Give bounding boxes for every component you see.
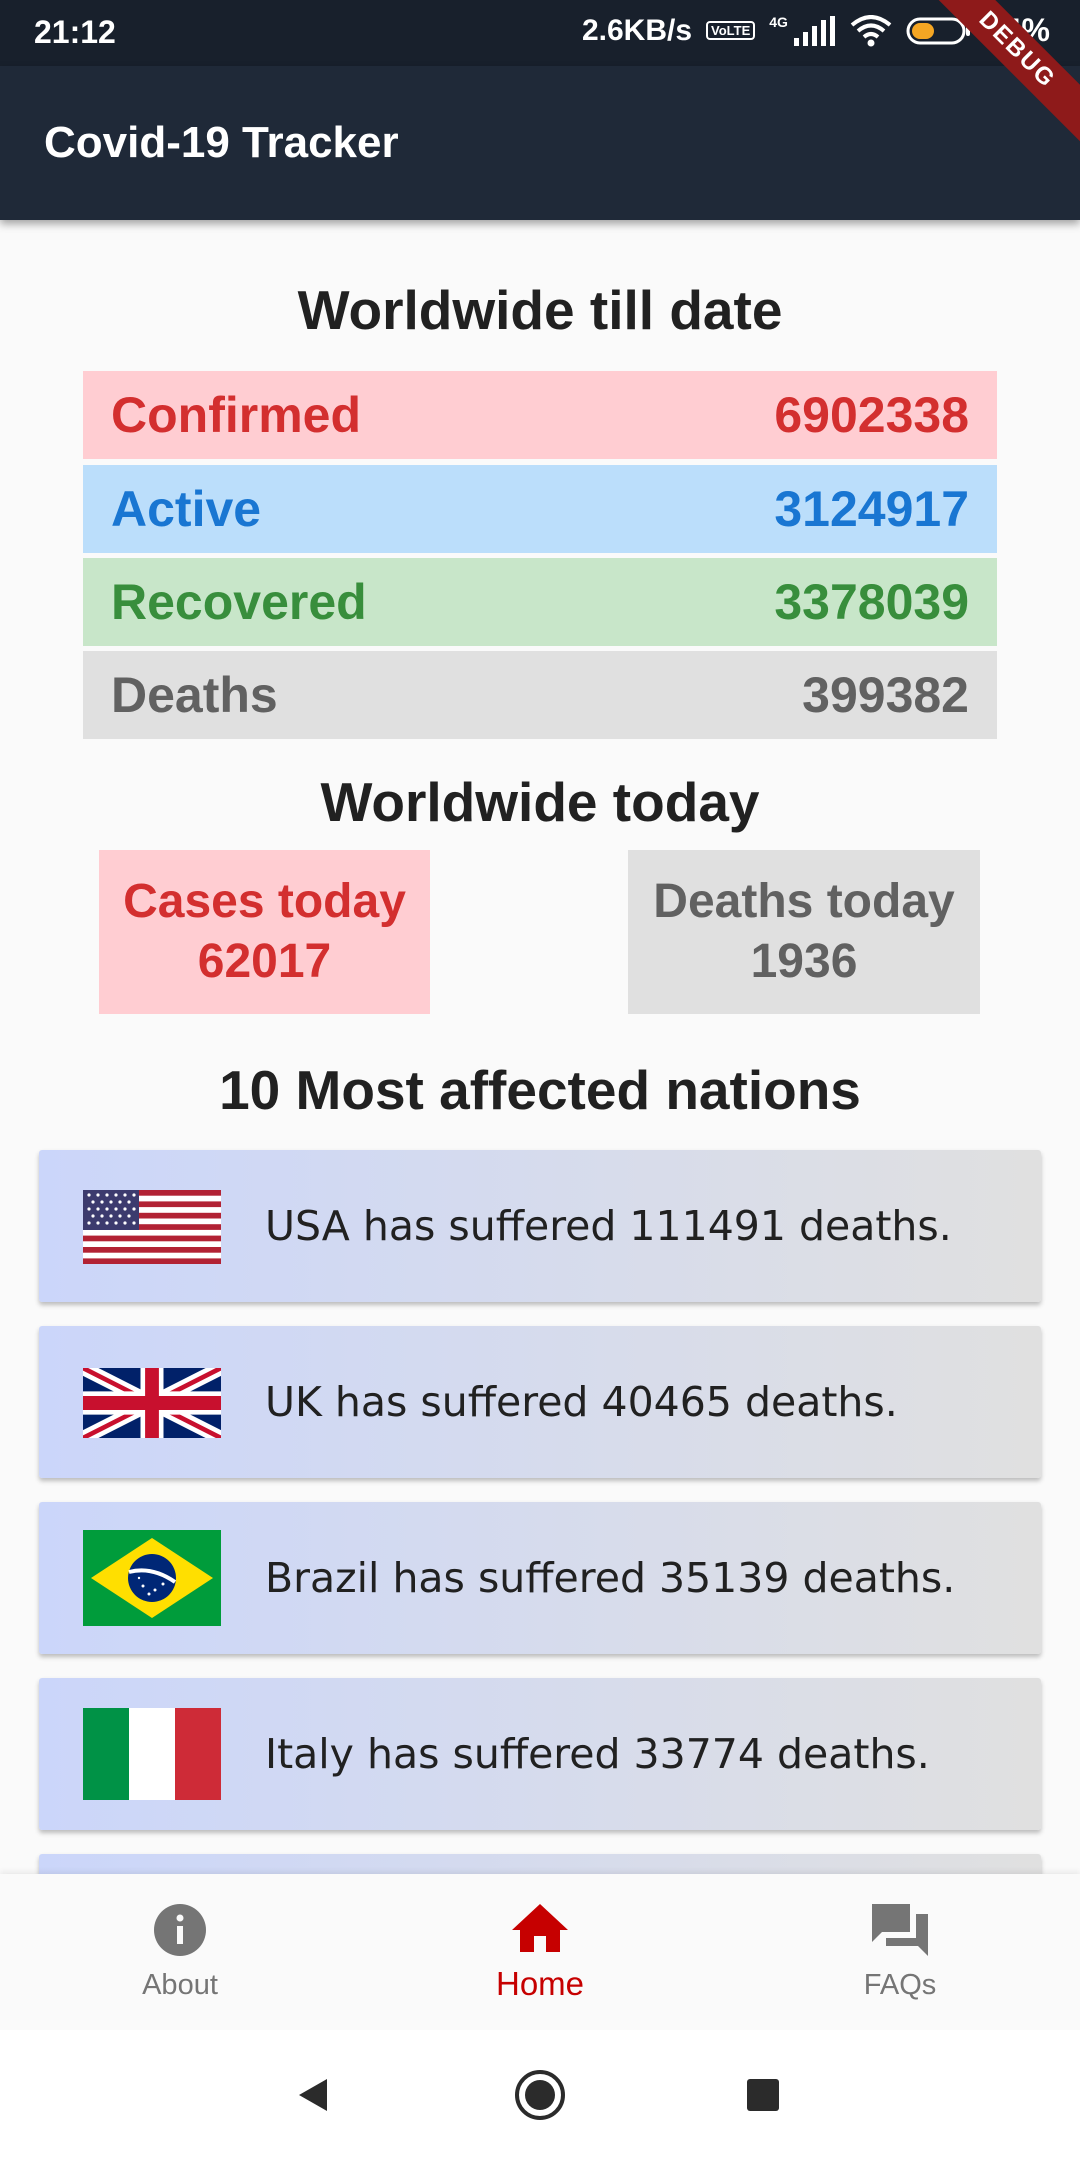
app-title: Covid-19 Tracker: [44, 118, 399, 167]
italy-flag-icon: [83, 1708, 221, 1800]
nav-home-label: Home: [495, 1964, 585, 2002]
nation-card-uk[interactable]: UK has suffered 40465 deaths.: [39, 1326, 1041, 1478]
system-navigation-bar: [0, 2030, 1080, 2160]
back-icon[interactable]: [278, 2060, 348, 2130]
recovered-value: 3378039: [774, 574, 969, 630]
nation-text-brazil: Brazil has suffered 35139 deaths.: [265, 1554, 956, 1602]
active-row: Active 3124917: [83, 465, 997, 553]
recovered-label: Recovered: [111, 574, 367, 630]
today-title: Worldwide today: [320, 771, 760, 833]
deaths-label: Deaths: [111, 667, 278, 723]
nav-home[interactable]: Home: [360, 1874, 720, 2030]
home-content[interactable]: Worldwide till date Confirmed 6902338 Ac…: [0, 220, 1080, 1874]
app-bar: Covid-19 Tracker: [0, 66, 1080, 220]
nav-about[interactable]: About: [0, 1874, 360, 2030]
deaths-today-value: 1936: [750, 935, 858, 988]
cases-today-label: Cases today: [123, 875, 406, 928]
deaths-today-box: Deaths today 1936: [628, 850, 980, 1014]
nation-text-italy: Italy has suffered 33774 deaths.: [265, 1730, 930, 1778]
nation-card-usa[interactable]: USA has suffered 111491 deaths.: [39, 1150, 1041, 1302]
wifi-icon: [850, 14, 892, 47]
nation-card-brazil[interactable]: Brazil has suffered 35139 deaths.: [39, 1502, 1041, 1654]
home-circle-icon[interactable]: [505, 2060, 575, 2130]
network-speed: 2.6KB/s: [581, 13, 693, 47]
confirmed-row: Confirmed 6902338: [83, 371, 997, 459]
nation-card-italy[interactable]: Italy has suffered 33774 deaths.: [39, 1678, 1041, 1830]
nav-faqs[interactable]: FAQs: [720, 1874, 1080, 2030]
cases-today-value: 62017: [197, 935, 332, 988]
bottom-navigation: About Home FAQs: [0, 1874, 1080, 2030]
nation-card-partial[interactable]: [39, 1854, 1041, 1874]
deaths-today-label: Deaths today: [653, 875, 955, 928]
recents-icon[interactable]: [728, 2060, 798, 2130]
signal-icon: [792, 15, 836, 46]
uk-flag-icon: [83, 1368, 221, 1438]
active-value: 3124917: [774, 481, 969, 537]
worldwide-title: Worldwide till date: [297, 279, 783, 341]
nav-about-label: About: [142, 1969, 218, 2001]
nation-text-usa: USA has suffered 111491 deaths.: [265, 1202, 952, 1250]
brazil-flag-icon: [83, 1530, 221, 1626]
active-label: Active: [111, 481, 262, 537]
home-icon: [510, 1902, 570, 1959]
cases-today-box: Cases today 62017: [99, 850, 430, 1014]
deaths-row: Deaths 399382: [83, 651, 997, 739]
status-time: 21:12: [34, 14, 116, 50]
confirmed-value: 6902338: [774, 387, 969, 443]
deaths-value: 399382: [802, 667, 969, 723]
nations-title: 10 Most affected nations: [219, 1059, 861, 1121]
network-type: 4G: [769, 14, 788, 30]
volte-badge: VoLTE: [706, 21, 756, 40]
confirmed-label: Confirmed: [111, 387, 361, 443]
forum-icon: [870, 1902, 930, 1963]
nav-faqs-label: FAQs: [863, 1969, 937, 2001]
usa-flag-icon: [83, 1190, 221, 1264]
recovered-row: Recovered 3378039: [83, 558, 997, 646]
info-icon: [152, 1902, 208, 1963]
nation-text-uk: UK has suffered 40465 deaths.: [265, 1378, 898, 1426]
status-bar: 21:12 2.6KB/s VoLTE 4G 44%: [0, 0, 1080, 66]
